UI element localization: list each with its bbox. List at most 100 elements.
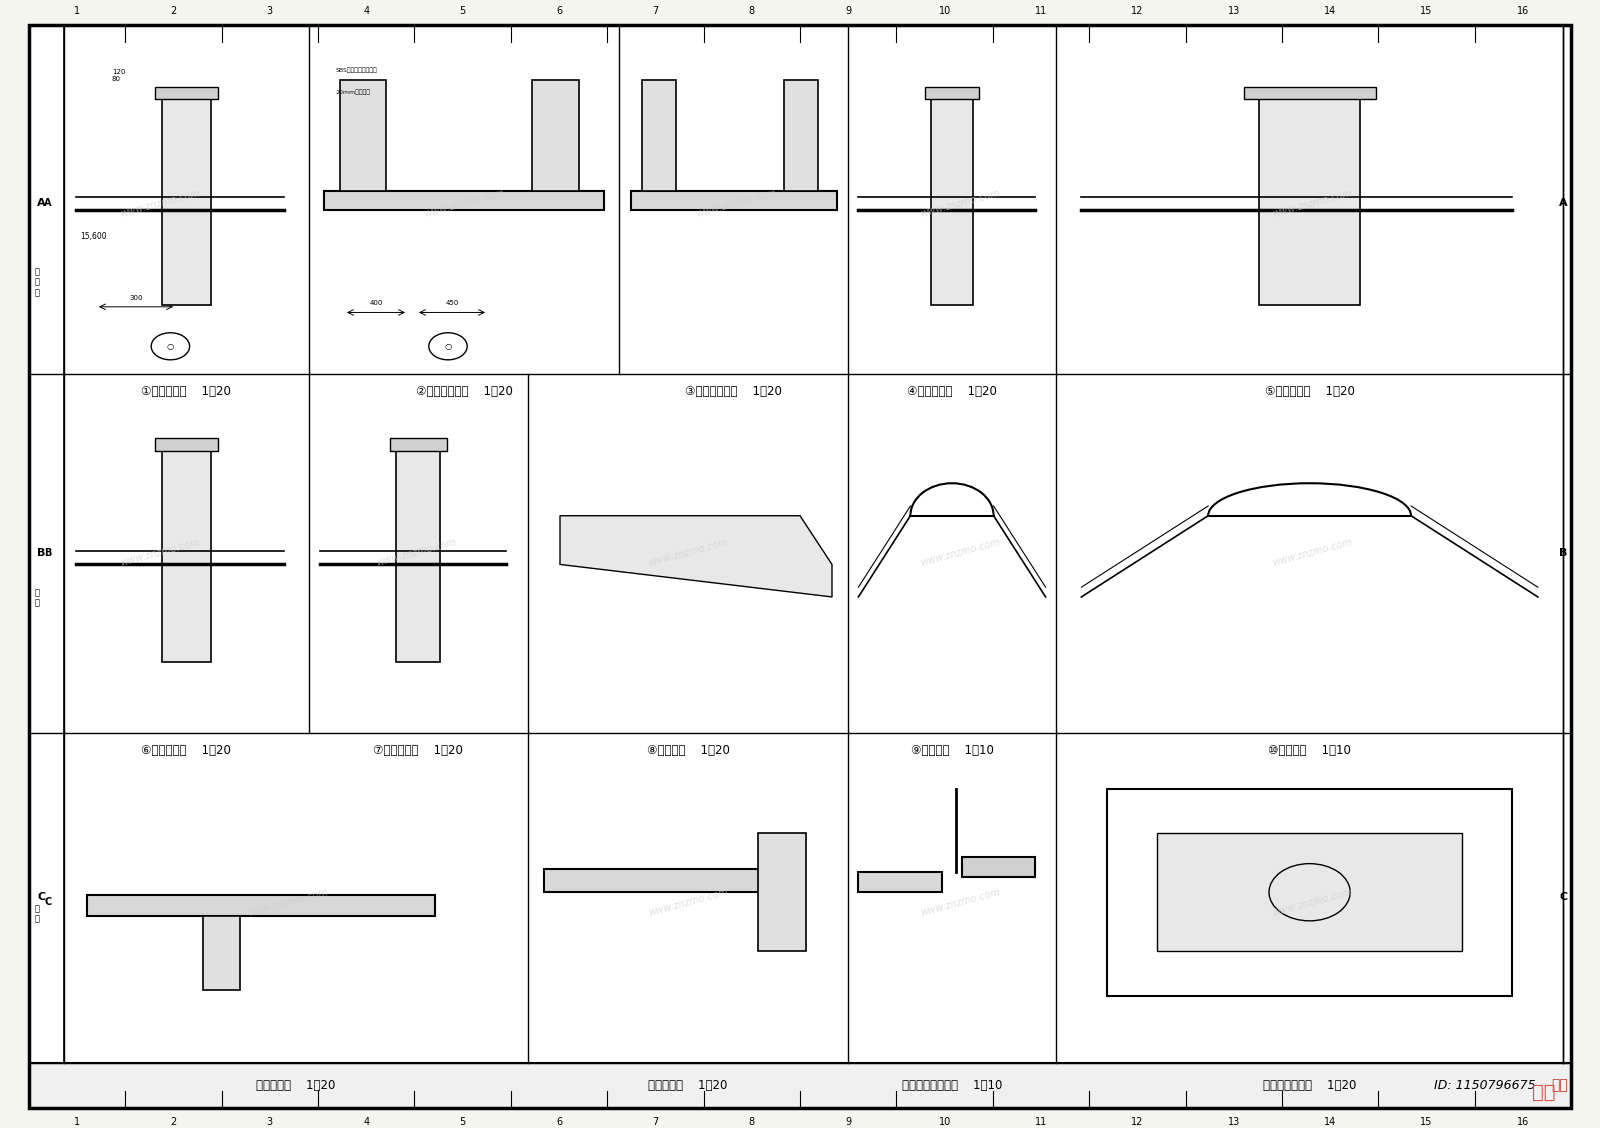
Bar xyxy=(630,191,837,210)
Bar xyxy=(1259,99,1360,305)
Text: ⑬出屋面门槛详图    1：10: ⑬出屋面门槛详图 1：10 xyxy=(902,1078,1002,1092)
Text: 知末: 知末 xyxy=(1552,1078,1568,1092)
Text: 12: 12 xyxy=(1131,6,1144,16)
Text: 3: 3 xyxy=(267,1117,274,1127)
Bar xyxy=(162,451,211,662)
Circle shape xyxy=(429,333,467,360)
Text: B: B xyxy=(1558,548,1568,557)
Text: www.znzmo.com: www.znzmo.com xyxy=(1270,187,1354,219)
Text: 7: 7 xyxy=(653,1117,659,1127)
Text: www.znzmo.com: www.znzmo.com xyxy=(918,887,1002,918)
Text: 15,600: 15,600 xyxy=(80,232,107,241)
Text: 12: 12 xyxy=(1131,1117,1144,1127)
Text: 14: 14 xyxy=(1325,6,1336,16)
Text: 2: 2 xyxy=(170,1117,176,1127)
Text: www.znzmo.com: www.znzmo.com xyxy=(1270,537,1354,569)
Bar xyxy=(1243,87,1376,99)
Text: B: B xyxy=(37,548,46,557)
Text: 4: 4 xyxy=(363,1117,370,1127)
Text: C: C xyxy=(37,892,46,901)
Bar xyxy=(203,916,240,989)
Text: 地
下
室: 地 下 室 xyxy=(34,267,40,297)
Text: 7: 7 xyxy=(653,6,659,16)
Text: ⑪平台详图    1：20: ⑪平台详图 1：20 xyxy=(256,1078,336,1092)
Text: 4: 4 xyxy=(363,6,370,16)
Bar xyxy=(758,834,806,951)
Text: 14: 14 xyxy=(1325,1117,1336,1127)
Bar xyxy=(544,869,768,892)
Bar xyxy=(533,80,579,191)
Text: 15: 15 xyxy=(1421,6,1432,16)
Bar xyxy=(86,896,435,916)
Text: 9: 9 xyxy=(845,6,851,16)
Bar xyxy=(397,451,440,662)
Text: www.znzmo.com: www.znzmo.com xyxy=(374,537,458,569)
Text: www.znzmo.com: www.znzmo.com xyxy=(118,537,202,569)
Text: 120
80: 120 80 xyxy=(112,69,125,82)
Bar xyxy=(155,87,218,99)
Text: www.znzmo.com: www.znzmo.com xyxy=(422,187,506,219)
Text: ⑭室外台基详图    1：20: ⑭室外台基详图 1：20 xyxy=(1262,1078,1357,1092)
Text: ③屋顶走廊详图    1：20: ③屋顶走廊详图 1：20 xyxy=(685,385,782,398)
Text: ○: ○ xyxy=(166,342,174,351)
Text: ⑫挑台详图    1：20: ⑫挑台详图 1：20 xyxy=(648,1078,728,1092)
Text: 300: 300 xyxy=(130,294,142,301)
Text: ④女儿墙详图    1：20: ④女儿墙详图 1：20 xyxy=(907,385,997,398)
Text: 9: 9 xyxy=(845,1117,851,1127)
Bar xyxy=(931,99,973,305)
Text: 5: 5 xyxy=(459,6,466,16)
Text: ○: ○ xyxy=(445,342,451,351)
Text: 8: 8 xyxy=(749,6,755,16)
Text: SBS改性沥青防水卷材: SBS改性沥青防水卷材 xyxy=(336,68,378,72)
Text: C: C xyxy=(45,898,51,907)
Bar xyxy=(325,191,603,210)
Text: 10: 10 xyxy=(939,1117,950,1127)
Text: www.znzmo.com: www.znzmo.com xyxy=(646,537,730,569)
Text: A: A xyxy=(45,199,51,208)
Polygon shape xyxy=(560,515,832,597)
Text: A: A xyxy=(37,199,46,208)
Text: 功
能: 功 能 xyxy=(34,904,40,924)
Bar xyxy=(1107,788,1512,996)
Text: 10: 10 xyxy=(939,6,950,16)
Text: www.znzmo.com: www.znzmo.com xyxy=(1270,887,1354,918)
Text: 5: 5 xyxy=(459,1117,466,1127)
Text: 设
计: 设 计 xyxy=(34,588,40,608)
Text: www.znzmo.com: www.znzmo.com xyxy=(918,537,1002,569)
Text: 1: 1 xyxy=(74,6,80,16)
Text: B: B xyxy=(45,548,51,557)
Text: 11: 11 xyxy=(1035,1117,1046,1127)
Bar xyxy=(155,438,218,451)
Text: A: A xyxy=(1558,199,1568,208)
Text: 20mm厚防水层: 20mm厚防水层 xyxy=(336,90,371,95)
Text: ID: 1150796675: ID: 1150796675 xyxy=(1434,1078,1536,1092)
Bar xyxy=(1157,834,1462,951)
Text: ⑤女儿墙详图    1：20: ⑤女儿墙详图 1：20 xyxy=(1264,385,1355,398)
Text: 15: 15 xyxy=(1421,1117,1432,1127)
Text: ⑧檐口详图    1：20: ⑧檐口详图 1：20 xyxy=(646,743,730,757)
Bar xyxy=(339,80,387,191)
Bar xyxy=(962,857,1035,878)
Text: 知末: 知末 xyxy=(1533,1083,1555,1102)
Text: 11: 11 xyxy=(1035,6,1046,16)
Text: C: C xyxy=(1558,892,1568,901)
Text: 16: 16 xyxy=(1517,6,1530,16)
Text: ②屋顶走廊详图    1：20: ②屋顶走廊详图 1：20 xyxy=(416,385,512,398)
Text: 450: 450 xyxy=(445,300,459,307)
Text: www.znzmo.com: www.znzmo.com xyxy=(694,187,778,219)
Text: 6: 6 xyxy=(555,6,562,16)
Bar xyxy=(390,438,446,451)
Bar xyxy=(858,872,941,892)
Text: 400: 400 xyxy=(370,300,382,307)
Text: 2: 2 xyxy=(170,6,176,16)
Text: ⑩屋脊详图    1：10: ⑩屋脊详图 1：10 xyxy=(1269,743,1350,757)
Bar xyxy=(29,1063,1571,1108)
Text: ⑦女儿墙详图    1：20: ⑦女儿墙详图 1：20 xyxy=(373,743,464,757)
Bar xyxy=(642,80,677,191)
Circle shape xyxy=(152,333,189,360)
Bar xyxy=(162,99,211,305)
Text: www.znzmo.com: www.znzmo.com xyxy=(646,887,730,918)
Text: ⑥女儿墙详图    1：20: ⑥女儿墙详图 1：20 xyxy=(141,743,232,757)
Text: www.znzmo.com: www.znzmo.com xyxy=(918,187,1002,219)
Bar xyxy=(925,87,979,99)
